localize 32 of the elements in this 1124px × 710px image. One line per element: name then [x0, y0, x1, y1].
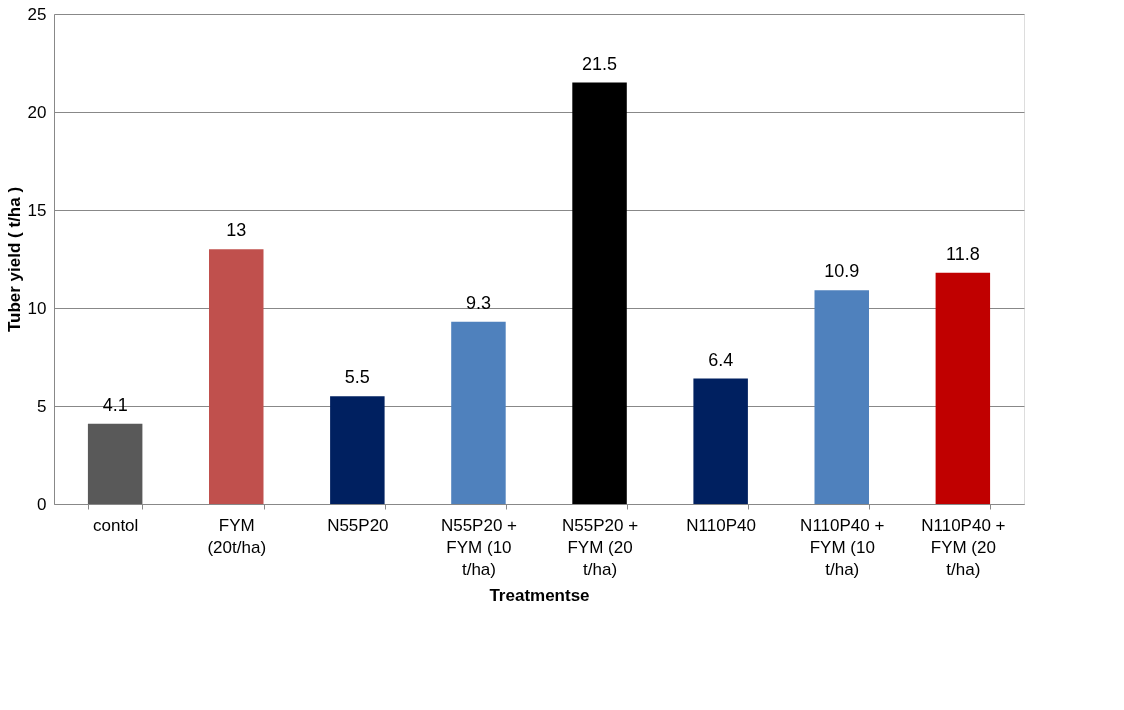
data-label: 4.1 [102, 394, 128, 415]
x-axis-title: Treatmentse [489, 585, 590, 605]
bar [572, 82, 627, 504]
data-label: 5.5 [344, 367, 370, 388]
bar [814, 290, 869, 504]
bar [209, 249, 264, 504]
data-label: 9.3 [465, 292, 491, 313]
bar [330, 396, 385, 504]
data-label: 13 [226, 220, 247, 241]
x-tick-label: N55P20 [327, 515, 389, 535]
bar [451, 321, 506, 504]
y-tick-label: 20 [27, 102, 47, 122]
y-tick-label: 0 [37, 494, 47, 514]
bar [693, 378, 748, 504]
y-tick-label: 5 [37, 396, 47, 416]
x-tick-label: N55P20 + FYM (10 t/ha) [440, 515, 518, 579]
y-axis-title: Tuber yield ( t/ha ) [4, 186, 24, 333]
data-label: 10.9 [824, 261, 860, 282]
y-tick-label: 15 [27, 200, 47, 220]
x-tick-label: N110P40 + FYM (10 t/ha) [800, 515, 885, 579]
x-tick-label: N110P40 [686, 515, 756, 535]
x-tick-label: N55P20 + FYM (20 t/ha) [562, 515, 639, 579]
x-tick-label: FYM (20t/ha) [207, 515, 267, 557]
bar [87, 423, 143, 504]
y-tick-label: 25 [27, 4, 47, 24]
data-label: 21.5 [582, 53, 618, 74]
data-label: 11.8 [945, 243, 980, 264]
data-label: 6.4 [708, 349, 734, 370]
x-tick-label: contol [92, 515, 139, 535]
x-tick-label: N110P40 + FYM (20 t/ha) [921, 515, 1006, 579]
bar [935, 272, 991, 504]
y-tick-label: 10 [27, 298, 47, 318]
